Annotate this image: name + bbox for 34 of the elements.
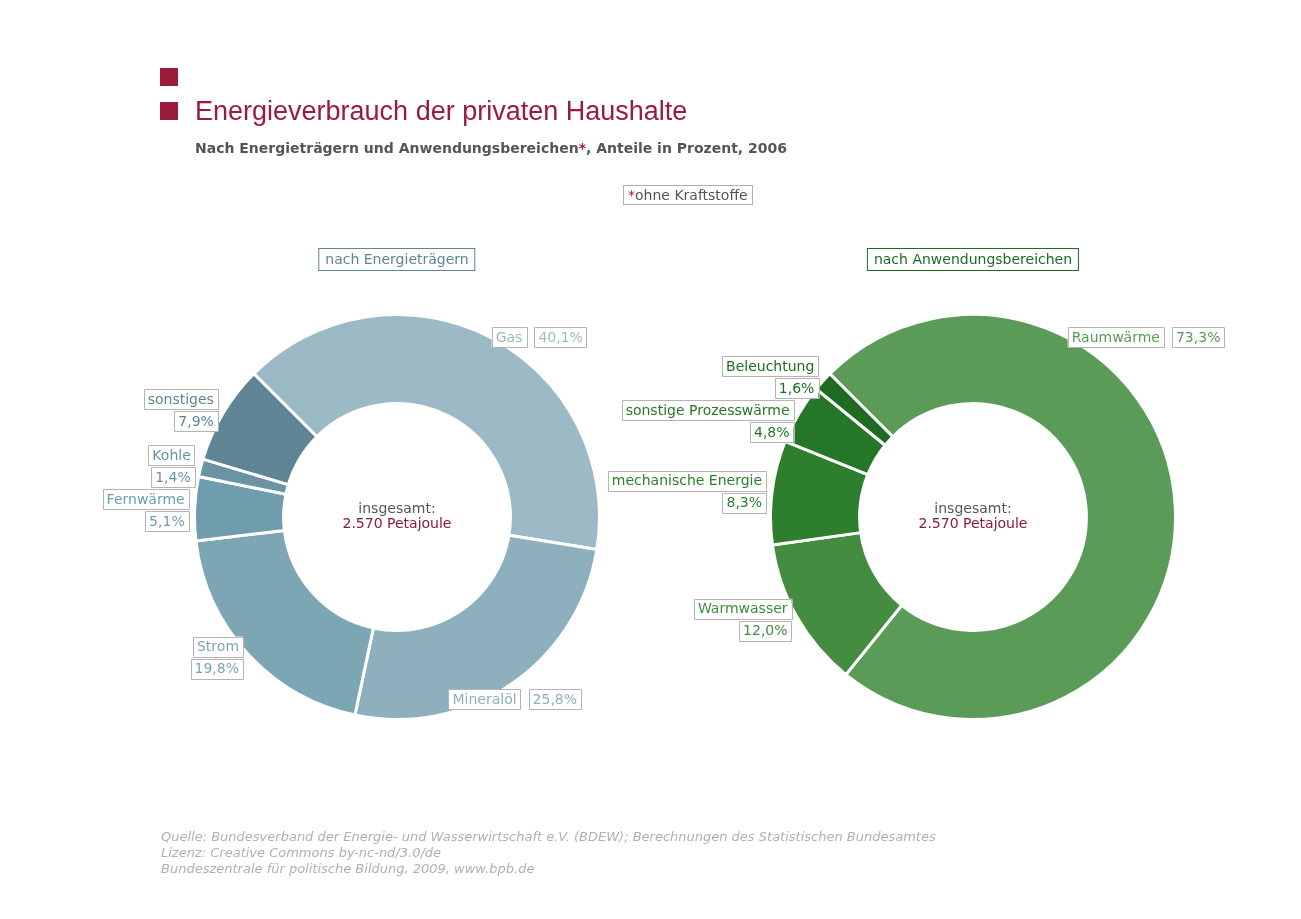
slice-label: sonstiges bbox=[147, 390, 214, 407]
data-label: 5,1% bbox=[149, 512, 185, 529]
data-label: 4,8% bbox=[753, 423, 790, 440]
slice-label: Strom bbox=[196, 638, 240, 655]
data-label: 1,6% bbox=[778, 379, 815, 396]
data-label: 8,3% bbox=[726, 494, 763, 511]
data-label: 12,0% bbox=[743, 622, 788, 639]
text: *ohne Kraftstoffe bbox=[628, 187, 748, 203]
text: Nach Energieträgern und Anwendungsbereichen*, Anteile in Prozent, 2006 bbox=[195, 140, 787, 156]
slice-label: Warmwasser bbox=[697, 600, 788, 617]
source-note: Quelle: Bundesverband der Energie- und Wasserwirtschaft e.V. (BDEW); Berechnungen des Statistischen Bundesamtes bbox=[161, 829, 936, 845]
data-label: 1,4% bbox=[155, 468, 191, 485]
text: Bundeszentrale für politische Bildung, 2009, www.bpb.de bbox=[161, 861, 536, 877]
text: Energieverbrauch der privaten Haushalte bbox=[195, 96, 688, 126]
data-label: 25,8% bbox=[532, 690, 578, 707]
slice-label: Beleuchtung bbox=[726, 357, 815, 374]
data-label: 40,1% bbox=[538, 328, 583, 345]
slice-label: Gas bbox=[495, 328, 523, 345]
text: 2.570 Petajoule bbox=[918, 515, 1028, 532]
slice-label: mechanische Energie bbox=[611, 472, 763, 489]
text: 2.570 Petajoule bbox=[342, 515, 452, 532]
text: Lizenz: Creative Commons by-nc-nd/3.0/de bbox=[161, 845, 443, 861]
data-label: 19,8% bbox=[194, 660, 240, 677]
data-label: 7,9% bbox=[178, 412, 214, 429]
text: insgesamt: bbox=[358, 500, 436, 517]
slice-label: Kohle bbox=[152, 446, 191, 463]
chart-title: nach Anwendungsbereichen bbox=[866, 248, 1080, 271]
chart-title: nach Energieträgern bbox=[318, 248, 476, 271]
text: insgesamt: bbox=[934, 500, 1012, 517]
data-label: 73,3% bbox=[1175, 328, 1221, 345]
slice-label: Mineralöl bbox=[452, 690, 517, 707]
slice-label: Fernwärme bbox=[106, 490, 185, 507]
slice-label: Raumwärme bbox=[1071, 328, 1160, 345]
slice-label: sonstige Prozesswärme bbox=[625, 401, 790, 418]
